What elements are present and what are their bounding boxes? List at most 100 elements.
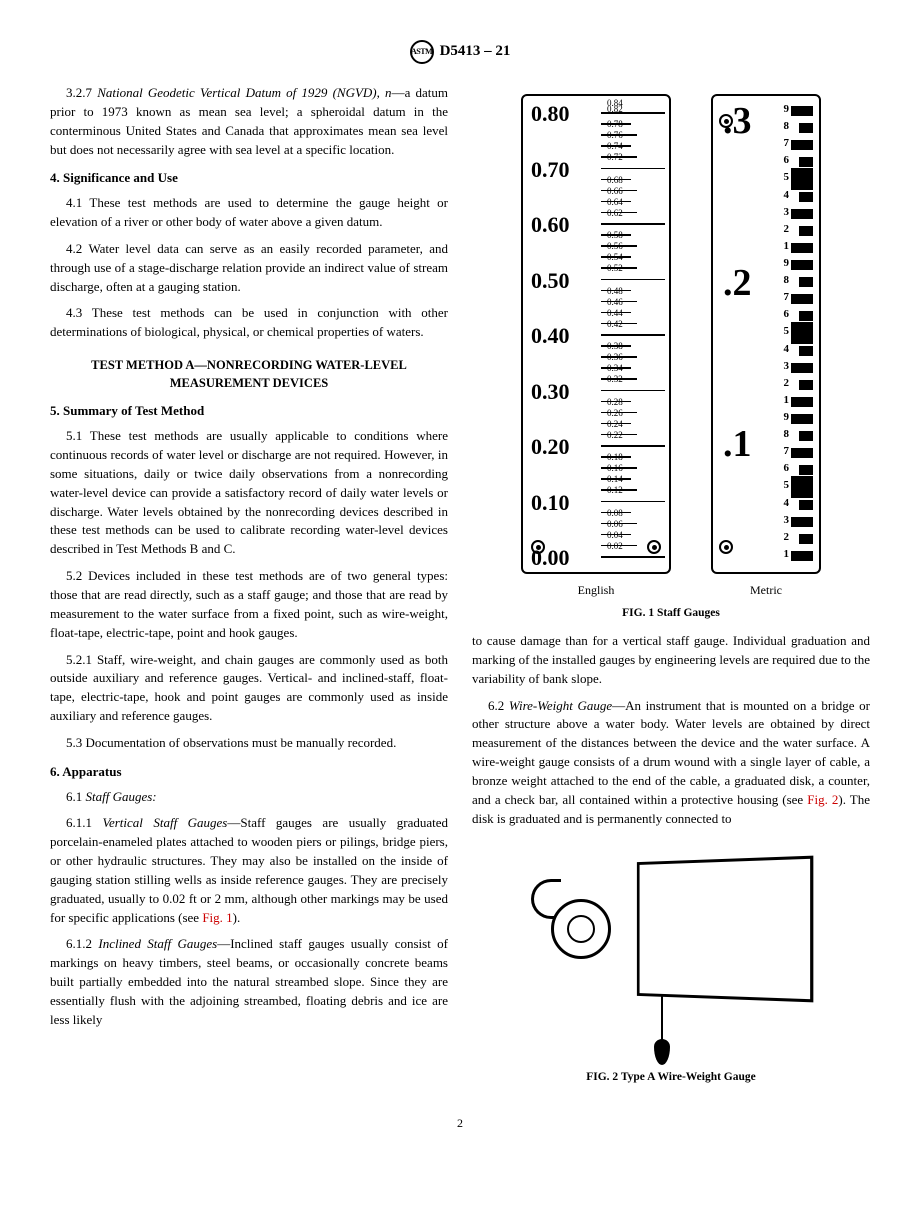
english-staff-gauge: 0.800.700.600.500.400.300.200.100.000.84…: [521, 94, 671, 574]
gauge-minor-label: 0.42: [607, 318, 623, 331]
gauge-bar: [791, 106, 813, 116]
gauge-bar: [791, 414, 813, 424]
para-6-1: 6.1 Staff Gauges:: [50, 788, 448, 807]
gauge-small-label: 3: [784, 513, 790, 529]
gauge-small-label: 4: [784, 496, 790, 512]
gauge-big-label: .3: [723, 94, 752, 149]
gauge-bar: [799, 534, 813, 544]
gauge-small-label: 5: [784, 170, 790, 186]
para-5-1: 5.1 These test methods are usually appli…: [50, 427, 448, 559]
gauge-bar: [791, 294, 813, 304]
heading-5: 5. Summary of Test Method: [50, 402, 448, 421]
left-column: 3.2.7 National Geodetic Vertical Datum o…: [50, 84, 448, 1095]
gauge-small-label: 4: [784, 342, 790, 358]
gauge-bar: [799, 123, 813, 133]
gauge-small-label: 7: [784, 444, 790, 460]
fig-2-ref: Fig. 2: [807, 792, 838, 807]
gauge-bar: [791, 448, 813, 458]
gauge-small-label: 3: [784, 359, 790, 375]
wire-weight-gauge-diagram: [511, 839, 831, 1059]
heading-4: 4. Significance and Use: [50, 169, 448, 188]
two-column-layout: 3.2.7 National Geodetic Vertical Datum o…: [50, 84, 870, 1095]
para-6-1-2: 6.1.2 Inclined Staff Gauges—Inclined sta…: [50, 935, 448, 1029]
metric-label: Metric: [711, 582, 821, 599]
gauge-small-label: 1: [784, 239, 790, 255]
figure-2: FIG. 2 Type A Wire-Weight Gauge: [472, 839, 870, 1086]
gauge-major-label: 0.00: [531, 542, 570, 574]
gauge-bar: [791, 363, 813, 373]
gauge-major-label: 0.50: [531, 265, 570, 297]
heading-6: 6. Apparatus: [50, 763, 448, 782]
page-header: ASTM D5413 – 21: [50, 40, 870, 64]
gauge-small-label: 5: [784, 324, 790, 340]
gauge-major-label: 0.60: [531, 209, 570, 241]
gauge-minor-label: 0.12: [607, 484, 623, 497]
gauge-small-label: 6: [784, 461, 790, 477]
gauge-small-label: 4: [784, 188, 790, 204]
metric-staff-gauge: .3.2.1987654321987654321987654321: [711, 94, 821, 574]
gauge-tick: [601, 390, 665, 392]
housing-icon: [637, 855, 813, 1002]
gauge-small-label: 8: [784, 119, 790, 135]
gauge-bar: [791, 517, 813, 527]
para-4-2: 4.2 Water level data can serve as an eas…: [50, 240, 448, 297]
gauge-small-label: 6: [784, 153, 790, 169]
gauge-bar: [791, 168, 813, 190]
gauge-small-label: 2: [784, 530, 790, 546]
gauge-bar: [799, 346, 813, 356]
gauge-bar: [799, 380, 813, 390]
gauge-major-label: 0.40: [531, 320, 570, 352]
para-3-2-7: 3.2.7 National Geodetic Vertical Datum o…: [50, 84, 448, 159]
gauge-small-label: 8: [784, 273, 790, 289]
gauge-small-label: 5: [784, 478, 790, 494]
gauge-minor-label: 0.82: [607, 103, 623, 116]
gauge-small-label: 2: [784, 376, 790, 392]
gauge-major-label: 0.70: [531, 154, 570, 186]
gauge-small-label: 8: [784, 427, 790, 443]
para-6-1-1: 6.1.1 Vertical Staff Gauges—Staff gauges…: [50, 814, 448, 927]
designation: D5413 – 21: [440, 41, 511, 63]
gauge-bar: [799, 192, 813, 202]
gauge-minor-label: 0.32: [607, 373, 623, 386]
astm-logo-icon: ASTM: [410, 40, 434, 64]
gauge-bar: [799, 226, 813, 236]
gauge-small-label: 2: [784, 222, 790, 238]
gauge-tick: [601, 501, 665, 503]
gauge-small-label: 3: [784, 205, 790, 221]
gauge-bar: [799, 277, 813, 287]
gauge-bar: [799, 500, 813, 510]
gauge-minor-label: 0.72: [607, 151, 623, 164]
gauge-small-label: 9: [784, 410, 790, 426]
para-4-3: 4.3 These test methods can be used in co…: [50, 304, 448, 342]
gauge-major-label: 0.20: [531, 431, 570, 463]
gauge-minor-label: 0.62: [607, 207, 623, 220]
gauge-tick: [601, 168, 665, 170]
para-5-2-1: 5.2.1 Staff, wire-weight, and chain gaug…: [50, 651, 448, 726]
gauge-bar: [791, 476, 813, 498]
gauge-bar: [791, 260, 813, 270]
gauge-tick: [601, 445, 665, 447]
gauge-bar: [791, 140, 813, 150]
para-5-2: 5.2 Devices included in these test metho…: [50, 567, 448, 642]
gauge-tick: [601, 556, 665, 558]
gauge-tick: [601, 334, 665, 336]
gauge-major-label: 0.80: [531, 98, 570, 130]
para-4-1: 4.1 These test methods are used to deter…: [50, 194, 448, 232]
method-a-heading: TEST METHOD A—NONRECORDING WATER-LEVEL M…: [50, 356, 448, 392]
gauge-small-label: 9: [784, 256, 790, 272]
figure-1: 0.800.700.600.500.400.300.200.100.000.84…: [472, 94, 870, 622]
gauge-small-label: 9: [784, 102, 790, 118]
gauge-bar: [791, 243, 813, 253]
drum-icon: [551, 899, 611, 959]
gauge-bar: [799, 431, 813, 441]
gauge-small-label: 6: [784, 307, 790, 323]
gauge-small-label: 7: [784, 136, 790, 152]
gauge-minor-label: 0.52: [607, 262, 623, 275]
cable-icon: [661, 994, 663, 1044]
gauge-major-label: 0.30: [531, 376, 570, 408]
gauge-bar: [799, 311, 813, 321]
gauge-bar: [791, 322, 813, 344]
fig-1-caption: FIG. 1 Staff Gauges: [472, 605, 870, 622]
gauge-big-label: .1: [723, 417, 752, 472]
right-column: 0.800.700.600.500.400.300.200.100.000.84…: [472, 84, 870, 1095]
